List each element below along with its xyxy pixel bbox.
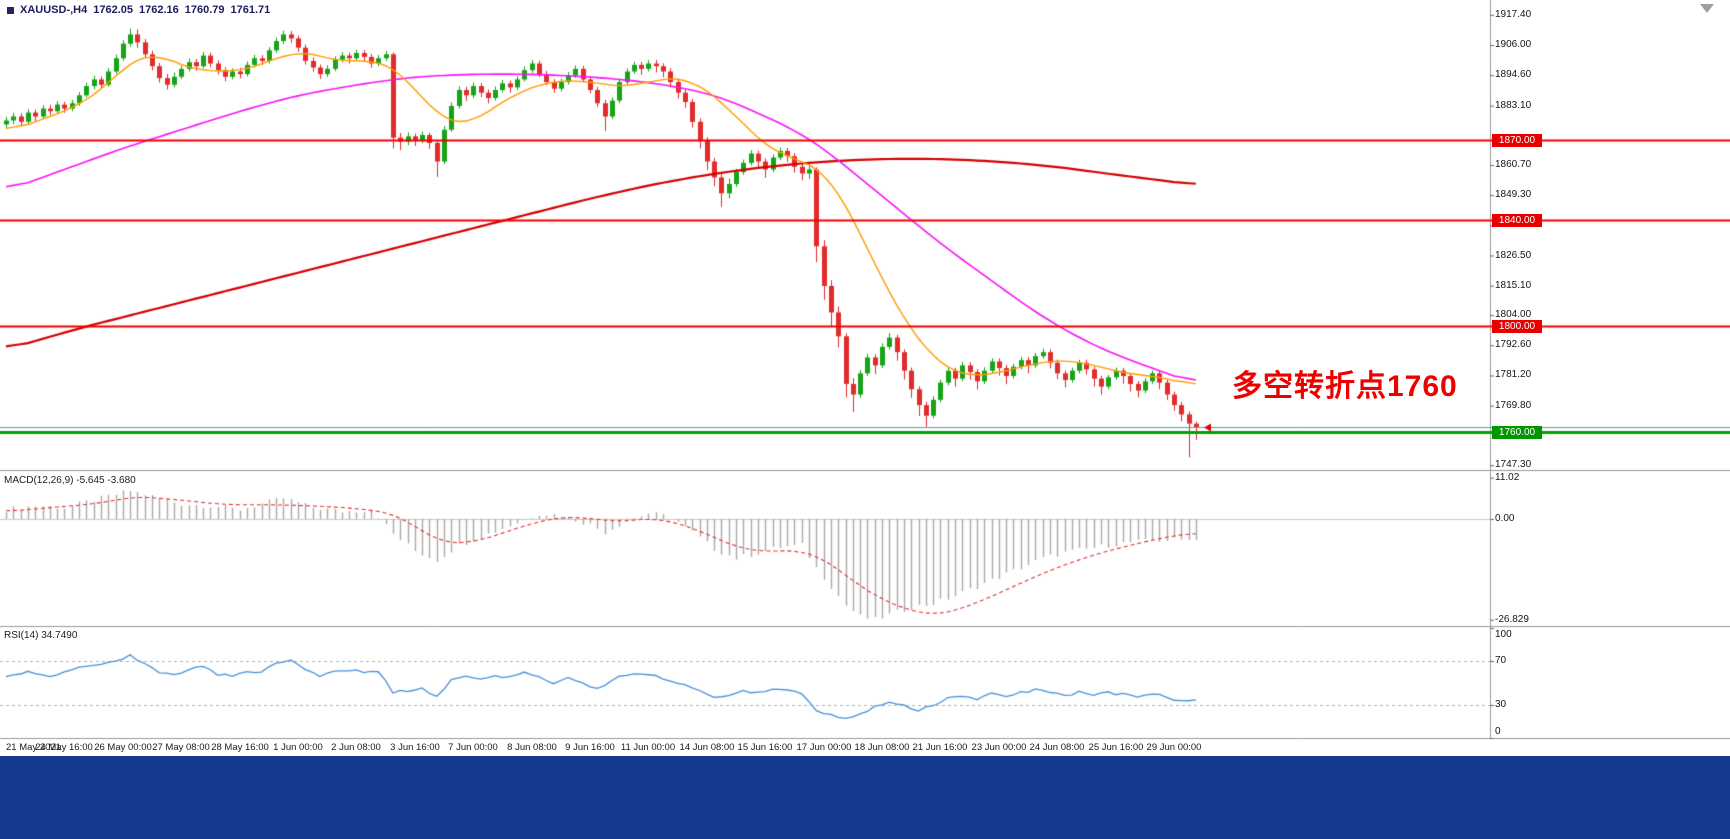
- time-axis-label: 21 May 2021: [6, 742, 61, 753]
- time-axis-label: 24 May 16:00: [35, 742, 93, 753]
- price-tick-label: 1804.00: [1495, 309, 1532, 321]
- price-tick-label: 1815.10: [1495, 279, 1532, 291]
- time-axis-label: 15 Jun 16:00: [737, 742, 793, 753]
- price-tick-label: 1792.60: [1495, 339, 1532, 351]
- ohlc-close: 1761.71: [230, 4, 271, 16]
- price-level-badge: 1840.00: [1492, 213, 1542, 227]
- price-tick-label: 1747.30: [1495, 459, 1532, 471]
- bottom-taskbar[interactable]: [0, 756, 1730, 839]
- time-axis-label: 11 Jun 00:00: [620, 742, 676, 753]
- rsi-axis-label: 30: [1495, 699, 1507, 710]
- price-tick-label: 1917.40: [1495, 8, 1532, 20]
- macd-axis-label: 11.02: [1495, 471, 1520, 483]
- chart-shift-icon[interactable]: [1700, 4, 1714, 13]
- time-axis-label: 24 Jun 08:00: [1029, 742, 1085, 753]
- rsi-axis-label: 100: [1495, 629, 1512, 640]
- ohlc-low: 1760.79: [184, 4, 225, 16]
- time-axis-label: 26 May 00:00: [94, 742, 152, 753]
- annotation-text: 多空转折点1760: [1232, 370, 1458, 403]
- time-axis-label: 1 Jun 00:00: [273, 742, 323, 753]
- macd-indicator-label: MACD(12,26,9) -5.645 -3.680: [4, 475, 136, 486]
- time-axis-label: 29 Jun 00:00: [1146, 742, 1202, 753]
- rsi-axis-label: 0: [1495, 726, 1501, 737]
- time-axis-label: 28 May 16:00: [211, 742, 269, 753]
- time-axis-label: 25 Jun 16:00: [1088, 742, 1144, 753]
- time-axis-label: 23 Jun 00:00: [971, 742, 1027, 753]
- time-axis-label: 3 Jun 16:00: [390, 742, 440, 753]
- time-axis-label: 18 Jun 08:00: [854, 742, 910, 753]
- price-tick-label: 1883.10: [1495, 99, 1532, 111]
- price-tick-label: 1860.70: [1495, 158, 1532, 170]
- price-chart-canvas[interactable]: [0, 0, 1730, 754]
- chart-title: XAUUSD-,H4 1762.05 1762.16 1760.79 1761.…: [7, 4, 270, 16]
- ohlc-open: 1762.05: [93, 4, 133, 16]
- time-axis-label: 17 Jun 00:00: [796, 742, 852, 753]
- price-tick-label: 1849.30: [1495, 189, 1532, 201]
- price-level-badge: 1760.00: [1492, 425, 1542, 439]
- price-level-badge: 1800.00: [1492, 319, 1542, 333]
- time-axis-label: 27 May 08:00: [152, 742, 210, 753]
- symbol-icon: [7, 6, 14, 14]
- price-level-badge: 1870.00: [1492, 133, 1542, 147]
- time-axis-label: 8 Jun 08:00: [507, 742, 557, 753]
- price-tick-label: 1906.00: [1495, 39, 1532, 50]
- price-tick-label: 1781.20: [1495, 369, 1532, 381]
- symbol-label: XAUUSD-,H4: [20, 4, 88, 16]
- macd-axis-label: 0.00: [1495, 512, 1515, 524]
- time-axis-label: 21 Jun 16:00: [912, 742, 968, 753]
- time-axis-label: 7 Jun 00:00: [448, 742, 498, 753]
- time-axis-label: 14 Jun 08:00: [679, 742, 735, 753]
- time-axis-label: 2 Jun 08:00: [331, 742, 381, 753]
- rsi-axis-label: 70: [1495, 655, 1507, 666]
- price-tick-label: 1826.50: [1495, 249, 1532, 261]
- ohlc-high: 1762.16: [139, 4, 179, 16]
- rsi-indicator-label: RSI(14) 34.7490: [4, 630, 78, 641]
- price-tick-label: 1769.80: [1495, 399, 1532, 411]
- price-tick-label: 1894.60: [1495, 69, 1532, 81]
- macd-axis-label: -26.829: [1495, 613, 1529, 625]
- time-axis-label: 9 Jun 16:00: [565, 742, 615, 753]
